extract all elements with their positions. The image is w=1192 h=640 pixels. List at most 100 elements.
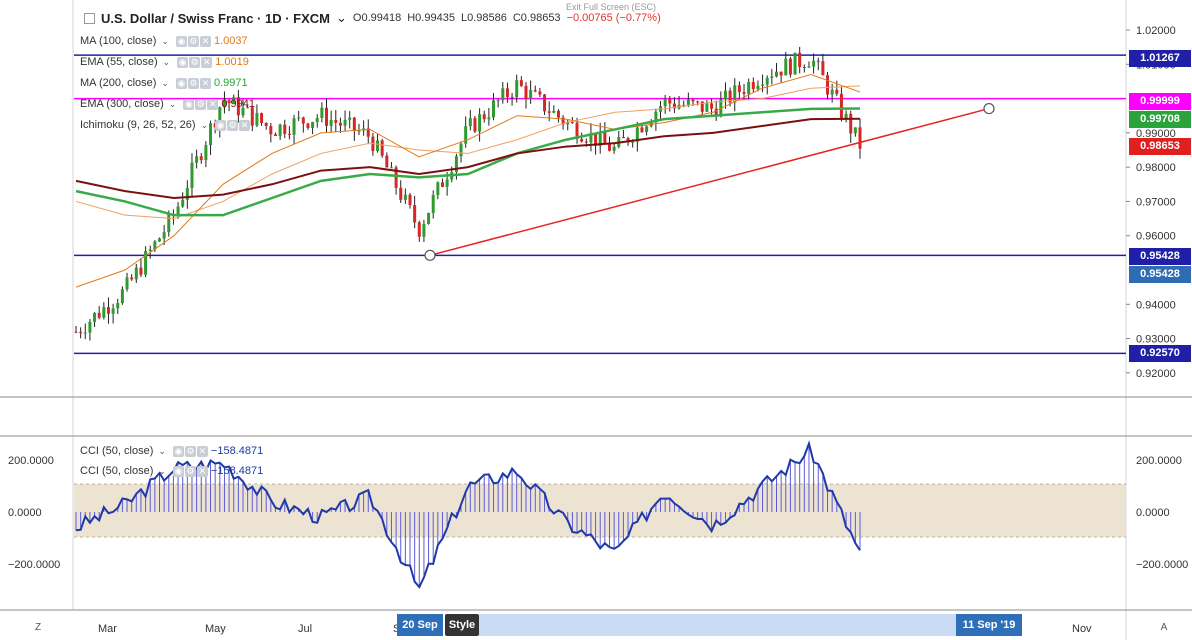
candle [352, 116, 356, 141]
candle [134, 263, 138, 283]
candle [125, 272, 129, 292]
close-icon[interactable]: ✕ [239, 119, 251, 131]
ma-line-4 [75, 117, 861, 200]
close-icon[interactable]: ✕ [207, 98, 219, 110]
candle [798, 46, 802, 74]
visibility-icon[interactable]: ◉ [172, 465, 184, 477]
visibility-icon[interactable]: ◉ [177, 56, 189, 68]
indicator-legend[interactable]: EMA (55, close) ⌄ ◉ ⚙ ✕ 1.0019 [80, 56, 249, 68]
candle [116, 298, 120, 315]
candle [111, 303, 115, 324]
chevron-down-icon[interactable]: ⌄ [161, 77, 169, 88]
candle [297, 110, 301, 122]
candle [222, 91, 226, 114]
settings-icon[interactable]: ⚙ [227, 119, 239, 131]
candle [459, 141, 463, 163]
settings-icon[interactable]: ⚙ [187, 35, 199, 47]
auto-scale-icon[interactable]: A [1160, 622, 1168, 633]
candle [464, 116, 468, 148]
price-tag: 0.95428 [1129, 248, 1191, 265]
price-tick-label: 0.99000 [1136, 128, 1176, 140]
chevron-down-icon[interactable]: ⌄ [336, 10, 347, 25]
symbol-header[interactable]: U.S. Dollar / Swiss Franc · 1D · FXCM ⌄ … [84, 10, 661, 26]
visibility-icon[interactable]: ◉ [183, 98, 195, 110]
close-icon[interactable]: ✕ [199, 35, 211, 47]
price-tick: 0.92000 [1126, 368, 1176, 380]
indicator-legend[interactable]: Ichimoku (9, 26, 52, 26) ⌄ ◉ ⚙ ✕ [80, 119, 253, 131]
candle [204, 141, 208, 168]
candle [130, 274, 134, 281]
style-button[interactable]: Style [445, 614, 479, 636]
chevron-down-icon[interactable]: ⌄ [162, 56, 171, 67]
close-icon[interactable]: ✕ [199, 77, 211, 89]
chevron-down-icon[interactable]: ⌄ [200, 119, 209, 130]
candle [575, 117, 579, 144]
chevron-down-icon[interactable]: ⌄ [158, 445, 166, 456]
ma-line-3 [75, 107, 861, 217]
time-tick-label: Jul [298, 623, 312, 635]
candle [826, 71, 830, 100]
symbol-title: U.S. Dollar / Swiss Franc · 1D · FXCM [101, 10, 330, 26]
chevron-down-icon[interactable]: ⌄ [161, 35, 169, 46]
candle [696, 100, 700, 106]
indicator-legend[interactable]: MA (200, close) ⌄ ◉ ⚙ ✕ 0.9971 [80, 77, 248, 89]
candle [645, 124, 649, 136]
visibility-icon[interactable]: ◉ [175, 77, 187, 89]
zoom-icon[interactable]: Z [34, 622, 42, 633]
candle [816, 57, 820, 71]
close-icon[interactable]: ✕ [196, 445, 208, 457]
settings-icon[interactable]: ⚙ [184, 465, 196, 477]
candle [705, 100, 709, 113]
candle [779, 71, 783, 84]
candle [250, 107, 254, 132]
candle [357, 123, 361, 135]
crosshair-date-left: 20 Sep [397, 614, 443, 636]
time-tick-label: Nov [1072, 623, 1092, 635]
collapse-icon[interactable] [84, 12, 95, 24]
visibility-icon[interactable]: ◉ [175, 35, 187, 47]
indicator-value: 0.9941 [221, 98, 255, 110]
close-icon[interactable]: ✕ [196, 465, 208, 477]
ohlc-change: −0.00765 (−0.77%) [566, 12, 661, 24]
time-tick-label: May [205, 623, 226, 635]
candle [723, 82, 727, 109]
candle [273, 132, 277, 136]
cci-legend[interactable]: CCI (50, close) ⌄ ◉ ⚙ ✕ −158.4871 [80, 465, 263, 477]
trendline-anchor-start[interactable] [424, 249, 436, 261]
settings-icon[interactable]: ⚙ [187, 77, 199, 89]
candle [793, 52, 797, 75]
indicator-legend[interactable]: MA (100, close) ⌄ ◉ ⚙ ✕ 1.0037 [80, 35, 248, 47]
settings-icon[interactable]: ⚙ [184, 445, 196, 457]
candle [417, 220, 421, 242]
indicator-legend[interactable]: EMA (300, close) ⌄ ◉ ⚙ ✕ 0.9941 [80, 98, 255, 110]
candle [663, 94, 667, 114]
ohlc-open: O0.99418 [352, 12, 402, 24]
trendline-anchor-end[interactable] [983, 102, 995, 115]
candle [301, 116, 305, 133]
candle [329, 110, 333, 133]
settings-icon[interactable]: ⚙ [189, 56, 201, 68]
price-tick-label: 1.02000 [1136, 25, 1176, 37]
visibility-icon[interactable]: ◉ [172, 445, 184, 457]
candle [849, 110, 853, 143]
indicator-value: 1.0037 [213, 35, 248, 47]
settings-icon[interactable]: ⚙ [195, 98, 207, 110]
candle [556, 109, 560, 123]
exit-fullscreen-hint[interactable]: Exit Full Screen (ESC) [566, 2, 657, 12]
candle [343, 110, 347, 132]
trendline[interactable] [429, 107, 990, 257]
chevron-down-icon[interactable]: ⌄ [158, 465, 166, 476]
candle [403, 188, 407, 204]
candle [482, 110, 486, 123]
cci-tick-label-left: 0.0000 [8, 507, 42, 519]
candle [181, 192, 185, 208]
visibility-icon[interactable]: ◉ [215, 119, 227, 131]
price-axis[interactable]: 1.020001.010000.990000.980000.970000.960… [1126, 25, 1176, 380]
cci-legend[interactable]: CCI (50, close) ⌄ ◉ ⚙ ✕ −158.4871 [80, 445, 263, 457]
chevron-down-icon[interactable]: ⌄ [168, 98, 177, 109]
candle [74, 325, 78, 334]
cci-axis[interactable]: 200.0000200.00000.00000.0000−200.0000−20… [8, 455, 1188, 571]
close-icon[interactable]: ✕ [201, 56, 213, 68]
candle [812, 53, 816, 74]
